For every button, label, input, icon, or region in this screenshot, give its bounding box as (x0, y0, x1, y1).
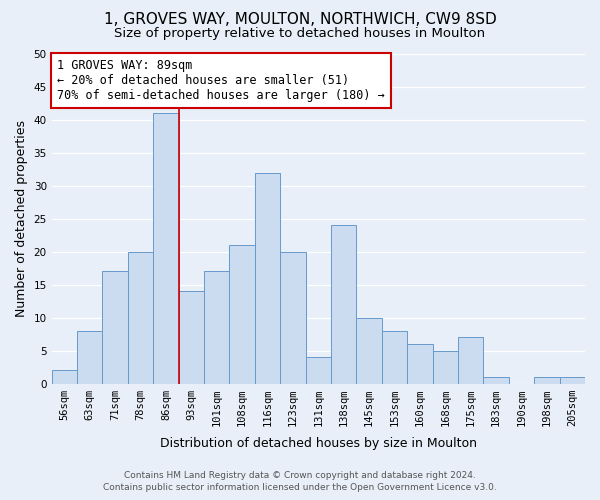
Bar (153, 114, 179, 384)
Text: 1 GROVES WAY: 89sqm
← 20% of detached houses are smaller (51)
70% of semi-detach: 1 GROVES WAY: 89sqm ← 20% of detached ho… (57, 59, 385, 102)
Bar (280, 252, 305, 384)
Bar (382, 331, 407, 384)
Bar (331, 226, 356, 384)
Bar (128, 252, 153, 384)
Bar (458, 338, 484, 384)
Text: Contains HM Land Registry data © Crown copyright and database right 2024.
Contai: Contains HM Land Registry data © Crown c… (103, 471, 497, 492)
Bar (560, 377, 585, 384)
Text: 1, GROVES WAY, MOULTON, NORTHWICH, CW9 8SD: 1, GROVES WAY, MOULTON, NORTHWICH, CW9 8… (104, 12, 496, 28)
Y-axis label: Number of detached properties: Number of detached properties (15, 120, 28, 318)
Bar (77, 331, 103, 384)
Bar (534, 377, 560, 384)
Bar (204, 272, 229, 384)
Bar (305, 357, 331, 384)
Bar (356, 318, 382, 384)
Bar (52, 370, 77, 384)
Bar (433, 350, 458, 384)
Bar (484, 377, 509, 384)
Bar (179, 292, 204, 384)
Bar (229, 245, 255, 384)
Bar (103, 272, 128, 384)
Text: Size of property relative to detached houses in Moulton: Size of property relative to detached ho… (115, 28, 485, 40)
X-axis label: Distribution of detached houses by size in Moulton: Distribution of detached houses by size … (160, 437, 477, 450)
Bar (407, 344, 433, 384)
Bar (255, 172, 280, 384)
